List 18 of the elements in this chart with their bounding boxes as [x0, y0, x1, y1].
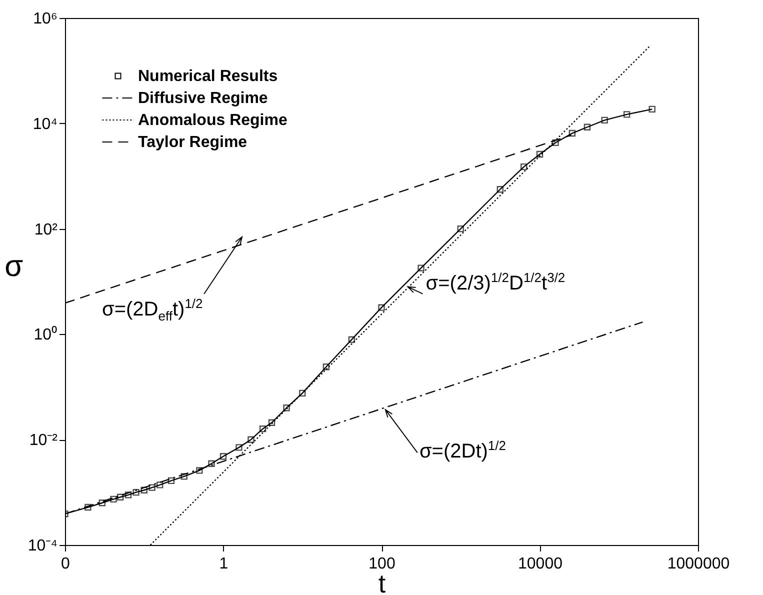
legend-label: Diffusive Regime	[138, 90, 268, 107]
y-tick-label: 10⁰	[34, 326, 58, 344]
x-tick-label: 0	[61, 556, 70, 572]
y-tick-label: 10⁴	[32, 116, 58, 133]
legend-label: Taylor Regime	[138, 134, 248, 151]
annotation: σ=(2D$_{eff}$t)$^{1/2}$	[102, 296, 203, 324]
x-tick-label: 1	[219, 556, 228, 572]
x-tick-label: 1000000	[667, 556, 730, 572]
annotation: σ=(2/3)$^{1/2}$D$^{1/2}$t$^{3/2}$	[426, 270, 566, 296]
legend-label: Numerical Results	[138, 68, 278, 85]
y-axis-title: σ	[4, 250, 24, 283]
y-tick-label: 10⁻⁴	[28, 538, 58, 554]
y-tick-label: 10²	[34, 221, 58, 238]
y-tick-label: 10⁶	[33, 10, 58, 28]
x-tick-label: 10000	[518, 556, 563, 572]
annotation: σ=(2Dt)$^{1/2}$	[419, 438, 506, 464]
y-tick-label: 10⁻²	[29, 432, 58, 450]
legend-label: Anomalous Regime	[138, 112, 288, 129]
